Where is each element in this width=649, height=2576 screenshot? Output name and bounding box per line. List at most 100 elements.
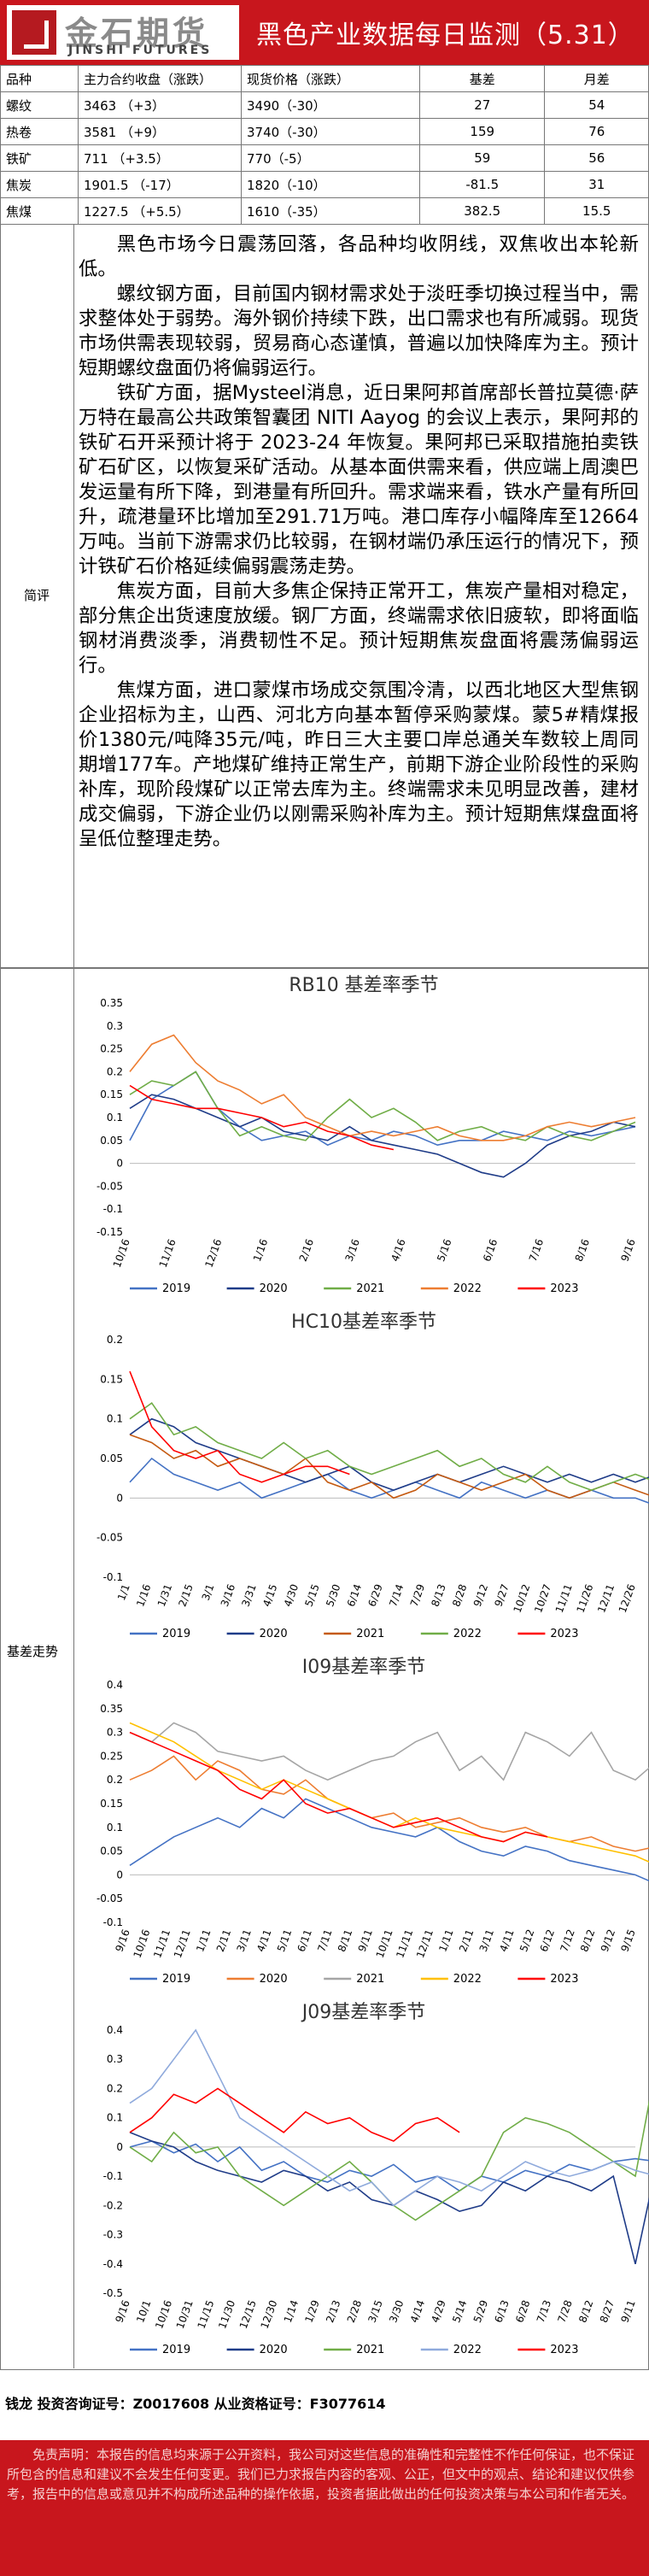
x-tick-label: 4/30: [282, 1582, 301, 1608]
y-tick-label: 0.25: [100, 1750, 123, 1762]
x-tick-label: 1/1: [115, 1582, 132, 1602]
x-tick-label: 12/26: [617, 1582, 638, 1614]
chart-j09-svg: J09基差率季节 0.4 0.3 0.2 0.1 0 -0.1 -0.2 -0.3 -0.4 -0.…: [103, 2002, 649, 2356]
commentary-paragraph: 焦炭方面，目前大多焦企保持正常开工，焦炭产量相对稳定，部分焦企出货速度放缓。钢厂…: [79, 580, 639, 677]
legend-label: 2021: [356, 1628, 384, 1640]
x-tick-label: 7/11: [315, 1928, 334, 1953]
x-tick-label: 12/30: [258, 2298, 279, 2330]
x-tick-label: 9/12: [471, 1582, 490, 1608]
series-line-2023: [129, 1731, 548, 1843]
commentary-paragraph: 黑色市场今日震荡回落，各品种均收阴线，双焦收出本轮新低。: [79, 233, 639, 280]
x-tick-label: 5/15: [302, 1582, 321, 1608]
chart-hc10: HC10基差率季节 0.2 0.15 0.1 0.05 0 -0.05 -0.1 1/1 1/16…: [79, 1306, 649, 1647]
y-tick-label: 0.05: [100, 1845, 123, 1857]
y-tick-label: 0.35: [100, 997, 123, 1009]
legend-label: 2022: [453, 1282, 482, 1295]
col-header: 基差: [418, 65, 546, 92]
cell: 711 （+3.5）: [78, 144, 242, 172]
legend-label: 2019: [162, 1282, 190, 1295]
x-tick-label: 11/15: [195, 2298, 216, 2330]
legend-label: 2023: [550, 1628, 578, 1640]
commentary-paragraph: 螺纹钢方面，目前国内钢材需求处于淡旺季切换过程当中，需求整体处于弱势。海外钢价持…: [79, 283, 639, 379]
x-tick-label: 8/27: [598, 2298, 617, 2324]
col-header: 品种: [0, 65, 79, 92]
table-row: 焦煤 1227.5 （+5.5） 1610（-35） 382.5 15.5: [0, 197, 649, 225]
x-tick-label: 5/30: [324, 1582, 342, 1608]
chart-j09: J09基差率季节 0.4 0.3 0.2 0.1 0 -0.1 -0.2 -0.3 -0.4 -0.…: [79, 1996, 649, 2363]
x-tick-label: 3/11: [477, 1928, 496, 1953]
y-tick-label: -0.4: [103, 2258, 123, 2270]
cell: 1610（-35）: [241, 197, 420, 225]
x-tick-label: 8/16: [573, 1237, 592, 1263]
y-tick-label: -0.05: [96, 1532, 123, 1544]
y-tick-label: 0.15: [100, 1798, 123, 1810]
x-tick-label: 6/12: [538, 1928, 557, 1953]
series-line-2022: [129, 2028, 649, 2207]
report-header: 金石期货 JINSHI FUTURES 黑色产业数据每日监测（5.31）: [0, 0, 649, 65]
y-tick-label: 0: [116, 1492, 123, 1504]
cell: 1227.5 （+5.5）: [78, 197, 242, 225]
series-line-2021: [129, 1071, 636, 1141]
col-header: 主力合约收盘（涨跌）: [78, 65, 242, 92]
x-tick-label: 11/11: [553, 1582, 575, 1614]
x-tick-label: 11/11: [394, 1928, 415, 1959]
legend-label: 2019: [162, 1628, 190, 1640]
x-tick-label: 9/15: [618, 1928, 637, 1953]
y-tick-label: 0.1: [107, 1822, 123, 1834]
x-tick-label: 2/15: [176, 1582, 195, 1608]
y-tick-label: 0.15: [100, 1373, 123, 1385]
series-line-2020: [129, 1755, 649, 1852]
x-tick-label: 6/13: [492, 2298, 511, 2324]
x-tick-label: 6/16: [481, 1237, 500, 1263]
legend-label: 2020: [260, 2344, 288, 2356]
x-tick-label: 8/11: [336, 1928, 354, 1953]
cell: -81.5: [418, 171, 546, 198]
x-tick-label: 5/14: [450, 2298, 469, 2324]
cell: 焦煤: [0, 197, 79, 225]
x-tick-label: 10/1: [134, 2298, 153, 2324]
y-tick-label: -0.1: [103, 1203, 123, 1215]
x-tick-label: 3/30: [387, 2298, 406, 2324]
y-tick-label: 0.1: [107, 2112, 123, 2124]
cell: 螺纹: [0, 91, 79, 119]
legend-label: 2020: [260, 1628, 288, 1640]
x-tick-label: 11/30: [216, 2298, 237, 2330]
x-tick-label: 7/29: [408, 1582, 427, 1608]
cell: 382.5: [418, 197, 546, 225]
cell: 1901.5 （-17）: [78, 171, 242, 198]
x-tick-label: 9/16: [113, 2298, 132, 2324]
x-tick-label: 2/11: [457, 1928, 476, 1953]
y-tick-label: -0.3: [103, 2229, 123, 2241]
series-line-2020: [129, 1094, 636, 1178]
x-tick-label: 4/16: [389, 1237, 407, 1263]
x-tick-label: 4/11: [254, 1928, 273, 1953]
commentary-text: 黑色市场今日震荡回落，各品种均收阴线，双焦收出本轮新低。 螺纹钢方面，目前国内钢…: [79, 232, 639, 852]
x-tick-label: 12/16: [202, 1237, 224, 1269]
x-tick-label: 10/16: [153, 2298, 174, 2330]
x-tick-label: 5/29: [471, 2298, 490, 2324]
series-line-2023: [129, 2087, 460, 2142]
x-tick-label: 4/29: [429, 2298, 447, 2324]
x-tick-label: 5/12: [517, 1928, 536, 1953]
y-tick-label: 0.25: [100, 1043, 123, 1055]
x-tick-label: 2/11: [214, 1928, 233, 1953]
x-tick-label: 3/16: [343, 1237, 362, 1263]
series-line-2023: [129, 1370, 350, 1483]
cell: 焦炭: [0, 171, 79, 198]
y-tick-label: 0.1: [107, 1112, 123, 1124]
x-tick-label: 9/11: [618, 2298, 637, 2324]
x-tick-label: 5/11: [275, 1928, 294, 1953]
y-tick-label: 0.35: [100, 1703, 123, 1715]
cell: 3740（-30）: [241, 118, 420, 145]
x-tick-label: 4/14: [408, 2298, 427, 2324]
x-tick-label: 1/11: [436, 1928, 455, 1953]
chart-i09-svg: I09基差率季节 0.4 0.35 0.3 0.25 0.2 0.15 0.1 0.05 0 -0.…: [96, 1657, 649, 1986]
y-tick-label: 0: [116, 1869, 123, 1881]
report-title: 黑色产业数据每日监测（5.31）: [256, 21, 634, 50]
x-tick-label: 3/11: [235, 1928, 254, 1953]
price-table-header: 品种 主力合约收盘（涨跌） 现货价格（涨跌） 基差 月差: [0, 65, 649, 92]
x-tick-label: 1/11: [194, 1928, 213, 1953]
col-header: 月差: [544, 65, 649, 92]
x-tick-label: 3/1: [200, 1582, 217, 1602]
y-tick-label: 0.3: [107, 2053, 123, 2065]
